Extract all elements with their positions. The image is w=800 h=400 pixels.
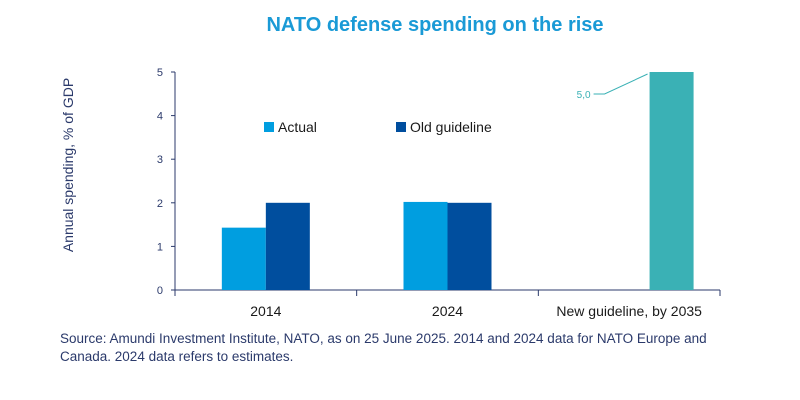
data-label: 5,0 <box>577 90 591 101</box>
bar-old-guideline <box>447 202 492 290</box>
y-tick-label: 5 <box>157 67 163 79</box>
source-note: Source: Amundi Investment Institute, NAT… <box>60 331 707 364</box>
y-tick-label: 0 <box>157 285 163 297</box>
bar-old-guideline <box>265 202 310 290</box>
legend-label: Actual <box>278 119 317 135</box>
y-axis-title: Annual spending, % of GDP <box>60 78 76 252</box>
bar-new-guideline <box>649 72 694 290</box>
legend-swatch <box>264 122 274 132</box>
y-tick-label: 3 <box>157 154 163 166</box>
bar-chart: 0 1 2 3 4 5 Annual spending, % of GDP 2014 2024 N… <box>60 67 721 319</box>
bar-actual <box>403 201 448 290</box>
y-tick-label: 4 <box>157 111 163 123</box>
bar-actual <box>221 227 266 290</box>
chart-title: NATO defense spending on the rise <box>266 14 604 36</box>
legend-swatch <box>396 122 406 132</box>
legend-label: Old guideline <box>410 119 492 135</box>
x-tick-label: New guideline, by 2035 <box>556 303 702 319</box>
y-tick-label: 1 <box>157 241 163 253</box>
y-tick-label: 2 <box>157 198 163 210</box>
x-tick-label: 2014 <box>250 303 281 319</box>
annotation-leader <box>593 73 648 95</box>
x-tick-label: 2024 <box>432 303 463 319</box>
